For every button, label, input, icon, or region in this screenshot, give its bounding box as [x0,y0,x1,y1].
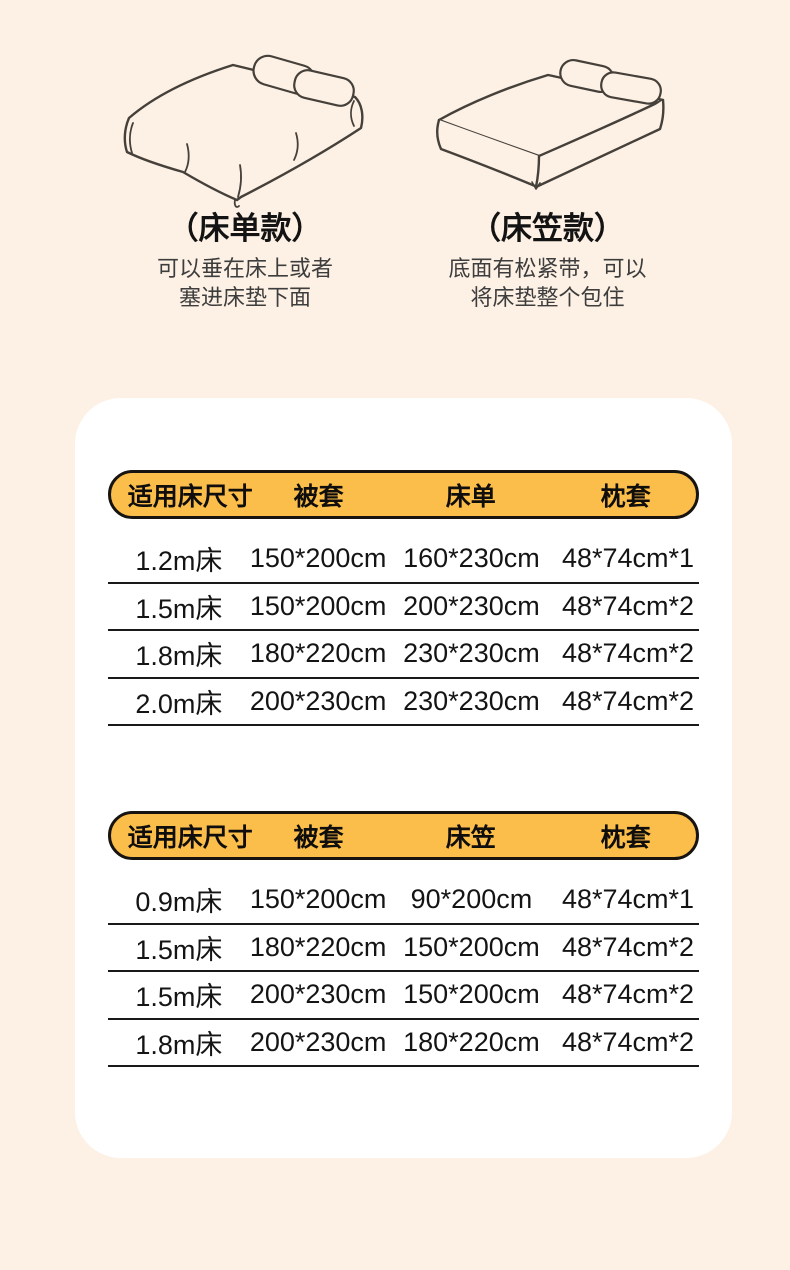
table-cell: 150*200cm [249,590,387,621]
sheet-size-table: 适用床尺寸 被套 床单 枕套 1.2m床 150*200cm 160*230cm 48*74… [108,470,699,726]
table-row: 1.8m床 200*230cm 180*220cm 48*74cm*2 [108,1020,699,1067]
bed-fitted-illustration-wrap [400,45,695,208]
fitted-style-description-line1: 底面有松紧带，可以 [448,256,647,281]
table-cell: 230*230cm [403,685,540,716]
table-cell: 180*220cm [249,638,387,669]
table-cell: 200*230cm [249,685,387,716]
table-cell: 1.5m床 [135,934,223,965]
size-chart-card: 适用床尺寸 被套 床单 枕套 1.2m床 150*200cm 160*230cm 48*74… [75,398,732,1158]
table-cell: 48*74cm*2 [561,590,695,621]
table-cell: 230*230cm [403,638,540,669]
table-row: 1.8m床 180*220cm 230*230cm 48*74cm*2 [108,631,699,679]
table-row: 1.2m床 150*200cm 160*230cm 48*74cm*1 [108,536,699,584]
table-row: 1.5m床 180*220cm 150*200cm 48*74cm*2 [108,925,699,972]
bed-draped-sheet-icon [123,54,364,208]
table-cell: 200*230cm [249,979,387,1010]
column-header: 枕套 [600,823,651,852]
table-cell: 48*74cm*2 [561,638,695,669]
sheet-style-description: 可以垂在床上或者 塞进床垫下面 [63,254,427,312]
table-cell: 150*200cm [403,931,540,962]
table-cell: 0.9m床 [135,887,223,918]
sheet-size-table-rows: 1.2m床 150*200cm 160*230cm 48*74cm*1 1.5m床 150… [108,536,699,726]
mattress-fitted-sheet-icon [435,58,665,190]
table-row: 2.0m床 200*230cm 230*230cm 48*74cm*2 [108,679,699,726]
column-header: 床单 [445,482,496,511]
table-cell: 150*200cm [249,884,387,915]
table-cell: 48*74cm*2 [561,685,695,716]
bed-sheet-illustration-wrap [63,45,427,208]
table-cell: 48*74cm*2 [561,1026,695,1057]
sheet-style-description-line2: 塞进床垫下面 [178,285,311,310]
table-cell: 90*200cm [410,884,533,915]
sheet-style-description-line1: 可以垂在床上或者 [156,256,333,281]
table-cell: 1.5m床 [135,593,223,624]
sheet-style-title: （床单款） [167,211,323,246]
sheet-style-section: （床单款） 可以垂在床上或者 塞进床垫下面 [63,45,427,312]
column-header: 被套 [293,823,344,852]
fitted-style-title: （床笠款） [470,211,625,246]
table-cell: 48*74cm*1 [561,884,695,915]
table-cell: 1.2m床 [135,546,223,577]
table-row: 1.5m床 150*200cm 200*230cm 48*74cm*2 [108,584,699,631]
column-header: 枕套 [600,482,651,511]
table-cell: 1.5m床 [135,982,223,1013]
table-cell: 180*220cm [403,1026,540,1057]
sheet-size-table-header: 适用床尺寸 被套 床单 枕套 [108,470,699,519]
fitted-style-description: 底面有松紧带，可以 将床垫整个包住 [400,254,695,312]
fitted-style-section: （床笠款） 底面有松紧带，可以 将床垫整个包住 [400,45,695,312]
fitted-size-table-header: 适用床尺寸 被套 床笠 枕套 [108,811,699,860]
table-cell: 1.8m床 [135,641,223,672]
table-cell: 2.0m床 [135,688,223,719]
table-row: 1.5m床 200*230cm 150*200cm 48*74cm*2 [108,972,699,1020]
table-cell: 200*230cm [249,1026,387,1057]
table-cell: 150*200cm [403,979,540,1010]
table-cell: 1.8m床 [135,1029,223,1060]
table-cell: 150*200cm [249,543,387,574]
table-cell: 48*74cm*1 [561,543,695,574]
table-cell: 200*230cm [403,590,540,621]
table-row: 0.9m床 150*200cm 90*200cm 48*74cm*1 [108,877,699,925]
table-cell: 180*220cm [249,931,387,962]
fitted-size-table-rows: 0.9m床 150*200cm 90*200cm 48*74cm*1 1.5m床 180*… [108,877,699,1067]
table-cell: 160*230cm [403,543,540,574]
table-cell: 48*74cm*2 [561,931,695,962]
column-header: 被套 [293,482,344,511]
column-header: 床笠 [445,823,496,852]
fitted-style-description-line2: 将床垫整个包住 [470,285,625,310]
fitted-size-table: 适用床尺寸 被套 床笠 枕套 0.9m床 150*200cm 90*200cm 48*74c… [108,811,699,1067]
column-header: 适用床尺寸 [127,482,253,511]
column-header: 适用床尺寸 [127,823,253,852]
table-cell: 48*74cm*2 [561,979,695,1010]
